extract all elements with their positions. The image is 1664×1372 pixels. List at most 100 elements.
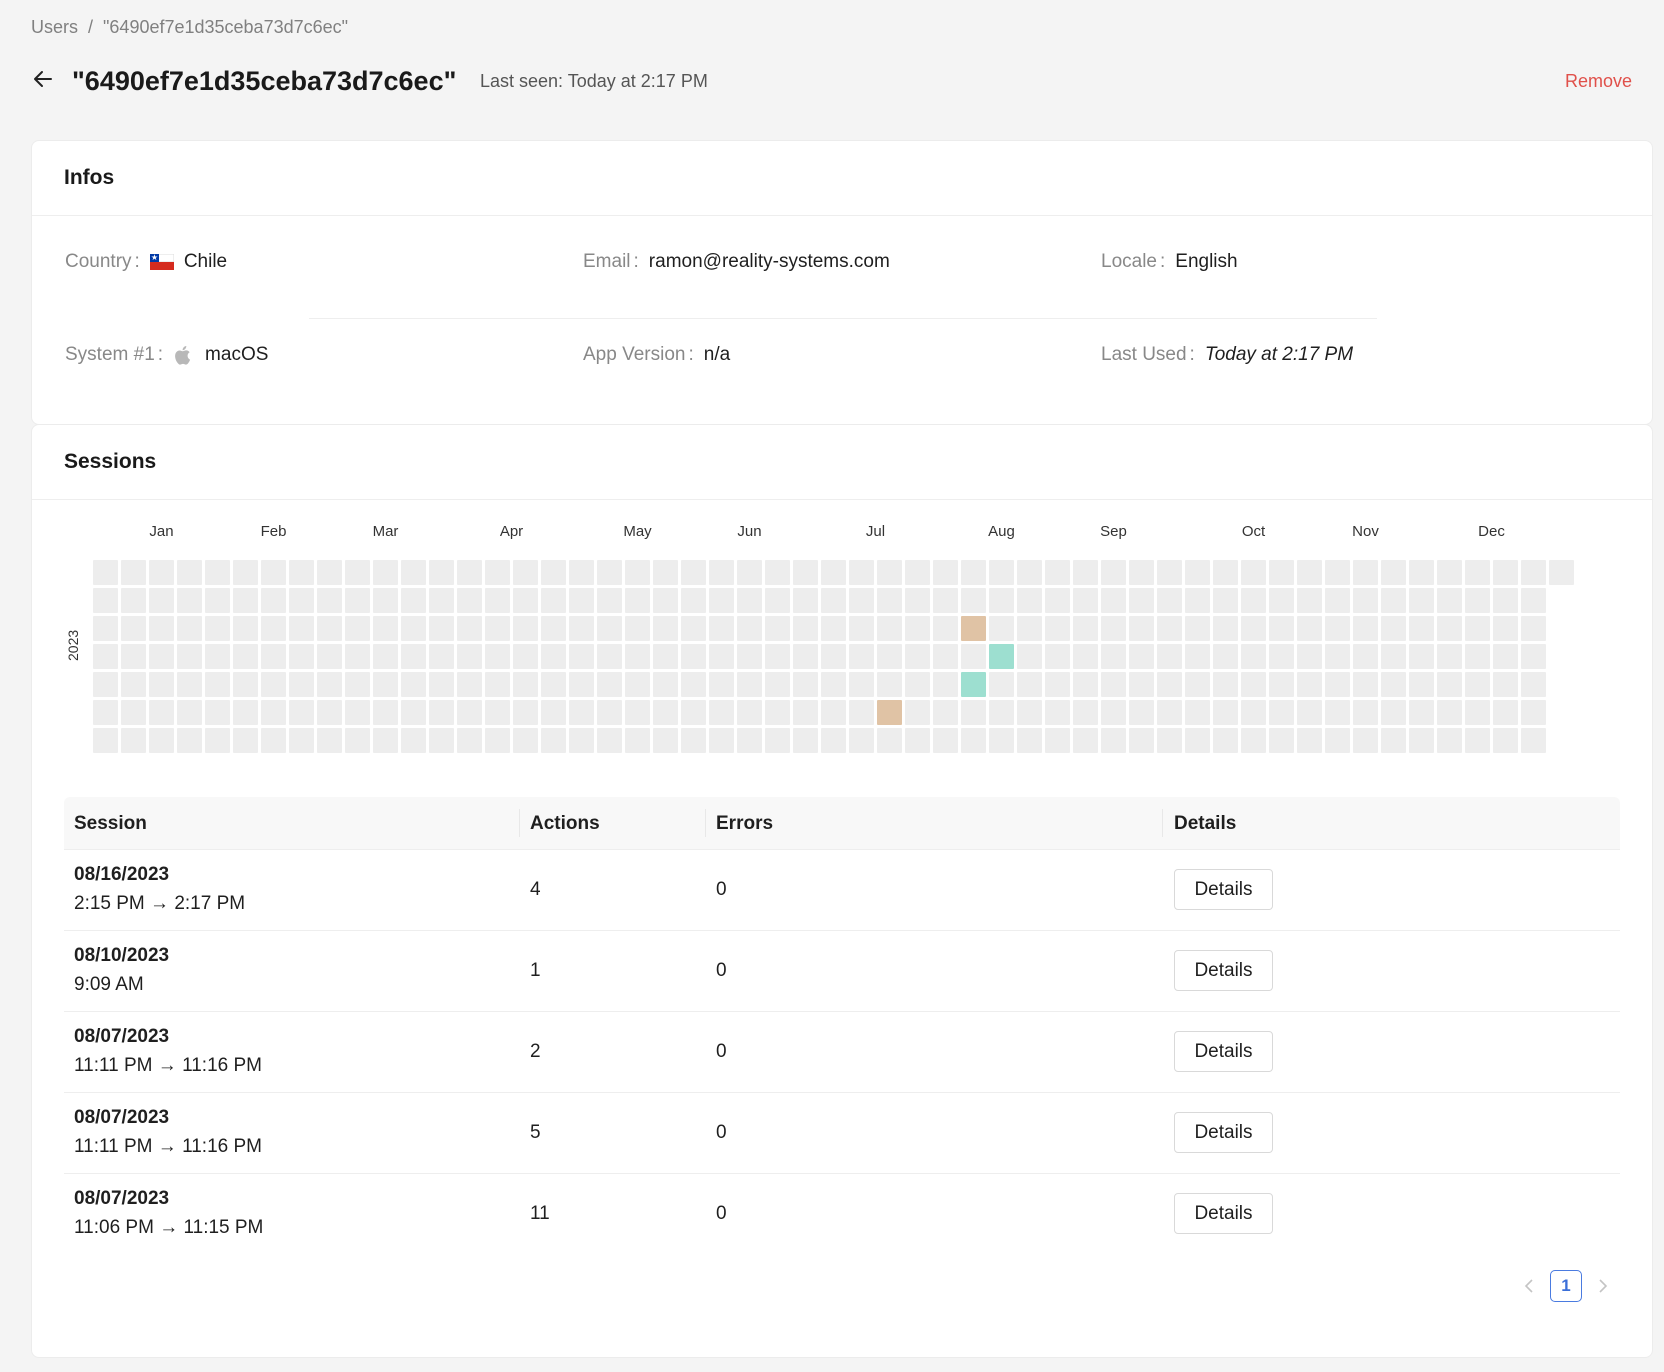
- heatmap-cell[interactable]: [373, 616, 398, 641]
- heatmap-cell[interactable]: [1017, 588, 1042, 613]
- heatmap-cell[interactable]: [709, 588, 734, 613]
- heatmap-cell[interactable]: [1017, 560, 1042, 585]
- heatmap-cell[interactable]: [989, 616, 1014, 641]
- heatmap-cell[interactable]: [541, 644, 566, 669]
- heatmap-cell[interactable]: [597, 700, 622, 725]
- heatmap-cell[interactable]: [1129, 560, 1154, 585]
- heatmap-cell[interactable]: [1325, 560, 1350, 585]
- heatmap-cell[interactable]: [1129, 616, 1154, 641]
- heatmap-cell[interactable]: [905, 672, 930, 697]
- heatmap-cell[interactable]: [1381, 728, 1406, 753]
- heatmap-cell[interactable]: [849, 616, 874, 641]
- heatmap-cell[interactable]: [1045, 700, 1070, 725]
- heatmap-cell[interactable]: [1325, 700, 1350, 725]
- heatmap-cell[interactable]: [429, 728, 454, 753]
- heatmap-cell[interactable]: [625, 672, 650, 697]
- heatmap-cell[interactable]: [429, 644, 454, 669]
- heatmap-cell[interactable]: [177, 644, 202, 669]
- heatmap-cell[interactable]: [457, 644, 482, 669]
- heatmap-cell[interactable]: [233, 700, 258, 725]
- heatmap-cell[interactable]: [457, 672, 482, 697]
- heatmap-cell[interactable]: [233, 588, 258, 613]
- heatmap-cell[interactable]: [1073, 672, 1098, 697]
- heatmap-cell[interactable]: [121, 644, 146, 669]
- heatmap-cell[interactable]: [541, 728, 566, 753]
- heatmap-cell[interactable]: [429, 700, 454, 725]
- heatmap-cell[interactable]: [793, 616, 818, 641]
- heatmap-cell[interactable]: [1437, 672, 1462, 697]
- heatmap-cell[interactable]: [1045, 588, 1070, 613]
- heatmap-cell[interactable]: [765, 644, 790, 669]
- heatmap-cell[interactable]: [1241, 672, 1266, 697]
- heatmap-cell[interactable]: [513, 728, 538, 753]
- heatmap-cell[interactable]: [1157, 672, 1182, 697]
- heatmap-cell[interactable]: [541, 700, 566, 725]
- heatmap-cell[interactable]: [1381, 700, 1406, 725]
- heatmap-cell[interactable]: [457, 700, 482, 725]
- heatmap-cell[interactable]: [1045, 644, 1070, 669]
- heatmap-cell[interactable]: [1493, 728, 1518, 753]
- heatmap-cell[interactable]: [1381, 644, 1406, 669]
- heatmap-cell[interactable]: [1101, 560, 1126, 585]
- heatmap-cell[interactable]: [1157, 644, 1182, 669]
- heatmap-cell[interactable]: [485, 588, 510, 613]
- heatmap-cell[interactable]: [1101, 588, 1126, 613]
- heatmap-cell[interactable]: [1269, 700, 1294, 725]
- heatmap-cell[interactable]: [905, 644, 930, 669]
- heatmap-cell[interactable]: [1297, 616, 1322, 641]
- heatmap-cell[interactable]: [1269, 728, 1294, 753]
- heatmap-cell[interactable]: [1157, 616, 1182, 641]
- heatmap-cell[interactable]: [765, 588, 790, 613]
- heatmap-cell[interactable]: [877, 672, 902, 697]
- heatmap-cell[interactable]: [737, 616, 762, 641]
- heatmap-cell[interactable]: [1521, 644, 1546, 669]
- heatmap-cell[interactable]: [401, 672, 426, 697]
- heatmap-cell[interactable]: [1409, 560, 1434, 585]
- heatmap-cell[interactable]: [457, 588, 482, 613]
- heatmap-cell[interactable]: [569, 616, 594, 641]
- breadcrumb-users-link[interactable]: Users: [31, 17, 79, 37]
- heatmap-cell[interactable]: [345, 728, 370, 753]
- heatmap-cell[interactable]: [737, 644, 762, 669]
- heatmap-cell[interactable]: [933, 728, 958, 753]
- heatmap-cell[interactable]: [1353, 700, 1378, 725]
- heatmap-cell[interactable]: [1269, 644, 1294, 669]
- heatmap-cell[interactable]: [1297, 644, 1322, 669]
- heatmap-cell[interactable]: [737, 560, 762, 585]
- heatmap-cell[interactable]: [1073, 560, 1098, 585]
- heatmap-cell[interactable]: [849, 588, 874, 613]
- heatmap-cell[interactable]: [317, 644, 342, 669]
- heatmap-cell[interactable]: [149, 560, 174, 585]
- heatmap-cell[interactable]: [121, 560, 146, 585]
- heatmap-cell[interactable]: [289, 700, 314, 725]
- heatmap-cell[interactable]: [1017, 728, 1042, 753]
- back-button[interactable]: [31, 67, 55, 91]
- heatmap-cell[interactable]: [821, 616, 846, 641]
- heatmap-cell[interactable]: [1465, 700, 1490, 725]
- heatmap-cell[interactable]: [93, 644, 118, 669]
- heatmap-cell[interactable]: [1437, 728, 1462, 753]
- heatmap-cell[interactable]: [1409, 672, 1434, 697]
- heatmap-cell[interactable]: [261, 728, 286, 753]
- heatmap-cell[interactable]: [485, 672, 510, 697]
- heatmap-cell[interactable]: [121, 588, 146, 613]
- details-button[interactable]: Details: [1174, 1112, 1273, 1153]
- heatmap-cell-active[interactable]: [989, 644, 1014, 669]
- heatmap-cell[interactable]: [1465, 588, 1490, 613]
- heatmap-cell[interactable]: [457, 728, 482, 753]
- heatmap-cell[interactable]: [1129, 672, 1154, 697]
- heatmap-cell[interactable]: [961, 560, 986, 585]
- heatmap-cell[interactable]: [1185, 588, 1210, 613]
- heatmap-cell[interactable]: [821, 560, 846, 585]
- heatmap-cell[interactable]: [765, 728, 790, 753]
- heatmap-cell[interactable]: [1465, 644, 1490, 669]
- heatmap-cell[interactable]: [681, 560, 706, 585]
- heatmap-cell[interactable]: [737, 728, 762, 753]
- heatmap-cell[interactable]: [1101, 672, 1126, 697]
- heatmap-cell[interactable]: [569, 560, 594, 585]
- heatmap-cell[interactable]: [345, 644, 370, 669]
- heatmap-cell[interactable]: [989, 588, 1014, 613]
- heatmap-cell[interactable]: [1409, 700, 1434, 725]
- heatmap-cell[interactable]: [1045, 560, 1070, 585]
- heatmap-cell[interactable]: [429, 672, 454, 697]
